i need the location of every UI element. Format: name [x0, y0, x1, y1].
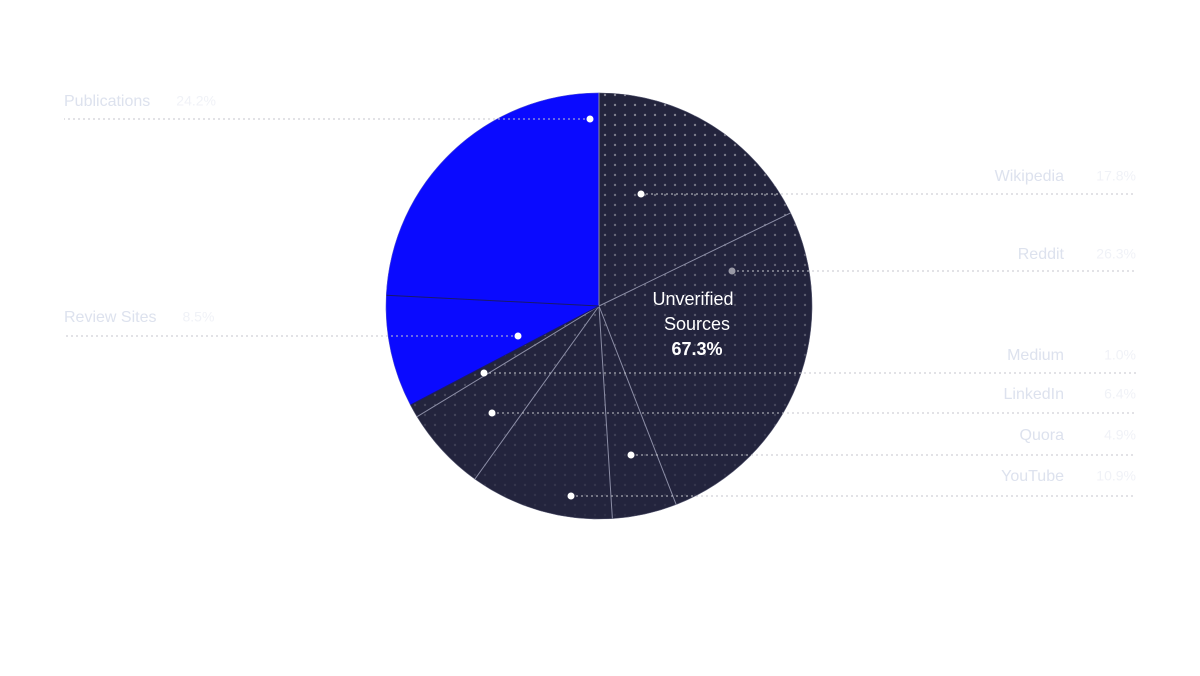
leader-dot [480, 369, 488, 377]
slice-separator [598, 305, 677, 505]
slice-separator [386, 294, 600, 307]
dot-overlay [410, 93, 812, 520]
slice-texture [410, 306, 599, 417]
center-label: Sources [664, 314, 730, 334]
leader-dot [488, 409, 496, 417]
slice-separator [598, 212, 791, 307]
value-label: 6.4% [1104, 386, 1136, 402]
slice-separator [598, 305, 613, 519]
slice-texture [417, 306, 599, 480]
value-label: 1.0% [1104, 347, 1136, 363]
value-label: 4.9% [1104, 427, 1136, 443]
slice-texture [599, 93, 791, 306]
leader-dot [627, 451, 635, 459]
category-label: LinkedIn [1004, 386, 1065, 403]
leader-dot [586, 115, 594, 123]
leader-dot [567, 492, 575, 500]
slice [386, 92, 600, 307]
slice-separator [410, 305, 600, 406]
center-label: Unverified [652, 289, 733, 309]
category-label: Publications [64, 93, 150, 110]
labels: Wikipedia 17.8% Reddit 26.3% Quora 4.9% YouTub… [64, 93, 1136, 500]
center-value: 67.3% [671, 339, 722, 359]
leader-dot [728, 267, 736, 275]
leader-dot [514, 332, 522, 340]
slice-separator [474, 305, 600, 480]
slice-separator [416, 305, 600, 418]
value-label: 8.5% [182, 309, 214, 325]
pie-outline [385, 92, 813, 520]
value-label: 24.2% [176, 93, 216, 109]
leader-dot [637, 190, 645, 198]
value-label: 26.3% [1096, 246, 1136, 262]
category-label: Quora [1020, 427, 1065, 444]
category-label: YouTube [1001, 468, 1064, 485]
category-label: Medium [1007, 347, 1064, 364]
category-label: Review Sites [64, 309, 156, 326]
separators [385, 92, 813, 520]
slice-texture [599, 306, 677, 519]
category-label: Wikipedia [995, 168, 1064, 185]
value-label: 17.8% [1096, 168, 1136, 184]
category-label: Reddit [1018, 246, 1065, 263]
value-label: 10.9% [1096, 468, 1136, 484]
slice-texture [599, 212, 812, 505]
